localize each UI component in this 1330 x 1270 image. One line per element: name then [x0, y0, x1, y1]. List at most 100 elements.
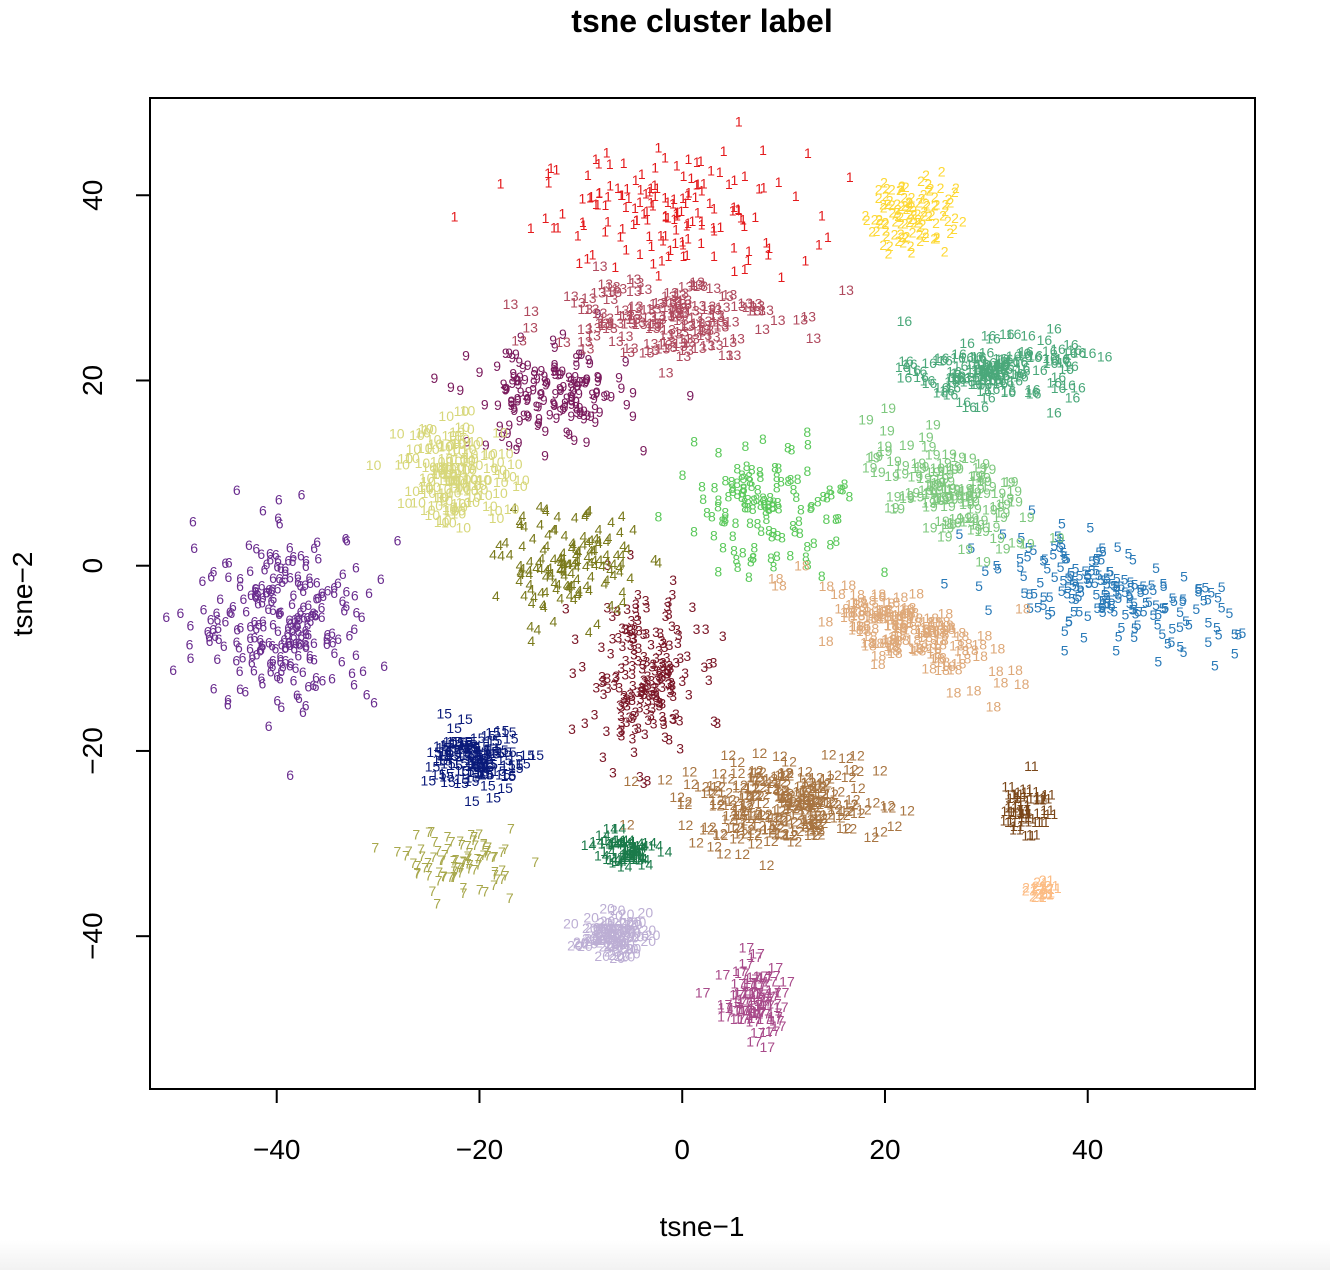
cluster-point-10: 10 — [456, 494, 472, 510]
cluster-point-11: 11 — [1013, 788, 1028, 804]
cluster-point-13: 13 — [697, 313, 713, 329]
cluster-point-3: 3 — [685, 686, 693, 702]
cluster-point-8: 8 — [699, 491, 707, 507]
cluster-point-8: 8 — [784, 473, 792, 489]
cluster-point-4: 4 — [554, 509, 562, 525]
cluster-point-3: 3 — [618, 620, 626, 636]
cluster-point-5: 5 — [1040, 589, 1048, 605]
cluster-point-8: 8 — [654, 509, 662, 525]
cluster-point-6: 6 — [259, 503, 267, 519]
cluster-point-3: 3 — [637, 691, 645, 707]
cluster-point-12: 12 — [752, 745, 768, 761]
cluster-point-6: 6 — [274, 623, 282, 639]
cluster-point-2: 2 — [903, 201, 911, 217]
cluster-point-6: 6 — [259, 613, 267, 629]
cluster-point-16: 16 — [1081, 345, 1097, 361]
cluster-point-5: 5 — [1118, 619, 1126, 635]
cluster-point-13: 13 — [658, 365, 674, 381]
cluster-point-18: 18 — [903, 605, 919, 621]
cluster-point-3: 3 — [662, 608, 670, 624]
cluster-point-3: 3 — [665, 676, 673, 692]
cluster-point-9: 9 — [541, 373, 549, 389]
cluster-point-16: 16 — [1006, 348, 1022, 364]
cluster-point-6: 6 — [330, 579, 338, 595]
cluster-point-6: 6 — [284, 620, 292, 636]
cluster-point-9: 9 — [551, 357, 559, 373]
cluster-point-6: 6 — [351, 587, 359, 603]
cluster-point-7: 7 — [481, 883, 489, 899]
cluster-point-9: 9 — [514, 376, 522, 392]
cluster-point-10: 10 — [397, 451, 413, 467]
cluster-point-11: 11 — [1017, 805, 1032, 821]
cluster-point-19: 19 — [981, 461, 997, 477]
cluster-point-12: 12 — [678, 817, 694, 833]
cluster-point-9: 9 — [510, 402, 518, 418]
cluster-point-5: 5 — [1050, 538, 1058, 554]
cluster-point-9: 9 — [617, 380, 625, 396]
cluster-point-5: 5 — [1195, 580, 1203, 596]
cluster-point-5: 5 — [1182, 613, 1190, 629]
y-tick-label: 0 — [77, 558, 108, 574]
cluster-point-4: 4 — [552, 581, 560, 597]
cluster-point-4: 4 — [540, 599, 548, 615]
cluster-point-6: 6 — [251, 613, 259, 629]
cluster-point-3: 3 — [634, 640, 642, 656]
cluster-point-3: 3 — [648, 658, 656, 674]
cluster-point-6: 6 — [297, 547, 305, 563]
cluster-point-6: 6 — [323, 631, 331, 647]
cluster-point-5: 5 — [1121, 606, 1129, 622]
cluster-point-9: 9 — [456, 382, 464, 398]
cluster-point-5: 5 — [1064, 580, 1072, 596]
cluster-point-10: 10 — [425, 507, 441, 523]
cluster-point-1: 1 — [730, 172, 738, 188]
cluster-point-3: 3 — [650, 680, 658, 696]
cluster-point-6: 6 — [324, 626, 332, 642]
cluster-point-4: 4 — [536, 517, 544, 533]
cluster-point-2: 2 — [916, 233, 924, 249]
cluster-point-5: 5 — [1142, 582, 1150, 598]
cluster-point-1: 1 — [664, 210, 672, 226]
cluster-point-10: 10 — [437, 459, 453, 475]
cluster-point-10: 10 — [441, 515, 457, 531]
cluster-point-5: 5 — [1072, 560, 1080, 576]
cluster-point-8: 8 — [778, 529, 786, 545]
cluster-point-5: 5 — [1106, 564, 1114, 580]
cluster-point-9: 9 — [574, 377, 582, 393]
cluster-point-1: 1 — [693, 154, 701, 170]
cluster-point-3: 3 — [638, 680, 646, 696]
cluster-point-5: 5 — [1092, 562, 1100, 578]
cluster-point-9: 9 — [519, 360, 527, 376]
cluster-point-3: 3 — [604, 557, 612, 573]
cluster-point-6: 6 — [269, 570, 277, 586]
cluster-point-5: 5 — [1140, 603, 1148, 619]
cluster-point-8: 8 — [787, 472, 795, 488]
cluster-point-5: 5 — [1084, 567, 1092, 583]
cluster-point-9: 9 — [546, 406, 554, 422]
cluster-point-3: 3 — [621, 621, 629, 637]
cluster-point-4: 4 — [518, 508, 526, 524]
cluster-point-10: 10 — [495, 466, 511, 482]
cluster-point-9: 9 — [541, 423, 549, 439]
cluster-point-6: 6 — [275, 491, 283, 507]
cluster-point-9: 9 — [580, 403, 588, 419]
cluster-point-6: 6 — [302, 638, 310, 654]
cluster-point-9: 9 — [572, 357, 580, 373]
cluster-point-10: 10 — [501, 469, 517, 485]
cluster-point-9: 9 — [514, 392, 522, 408]
cluster-point-9: 9 — [496, 418, 504, 434]
cluster-point-3: 3 — [661, 639, 669, 655]
cluster-point-4: 4 — [542, 501, 550, 517]
cluster-point-1: 1 — [580, 217, 588, 233]
cluster-point-18: 18 — [986, 699, 1002, 715]
cluster-point-7: 7 — [431, 834, 439, 850]
cluster-point-7: 7 — [483, 842, 491, 858]
cluster-point-5: 5 — [1041, 551, 1049, 567]
cluster-point-1: 1 — [815, 236, 823, 252]
cluster-point-3: 3 — [618, 715, 626, 731]
cluster-point-3: 3 — [653, 672, 661, 688]
cluster-point-9: 9 — [569, 383, 577, 399]
cluster-point-1: 1 — [606, 177, 614, 193]
cluster-point-2: 2 — [907, 238, 915, 254]
cluster-point-6: 6 — [304, 678, 312, 694]
cluster-point-2: 2 — [897, 216, 905, 232]
